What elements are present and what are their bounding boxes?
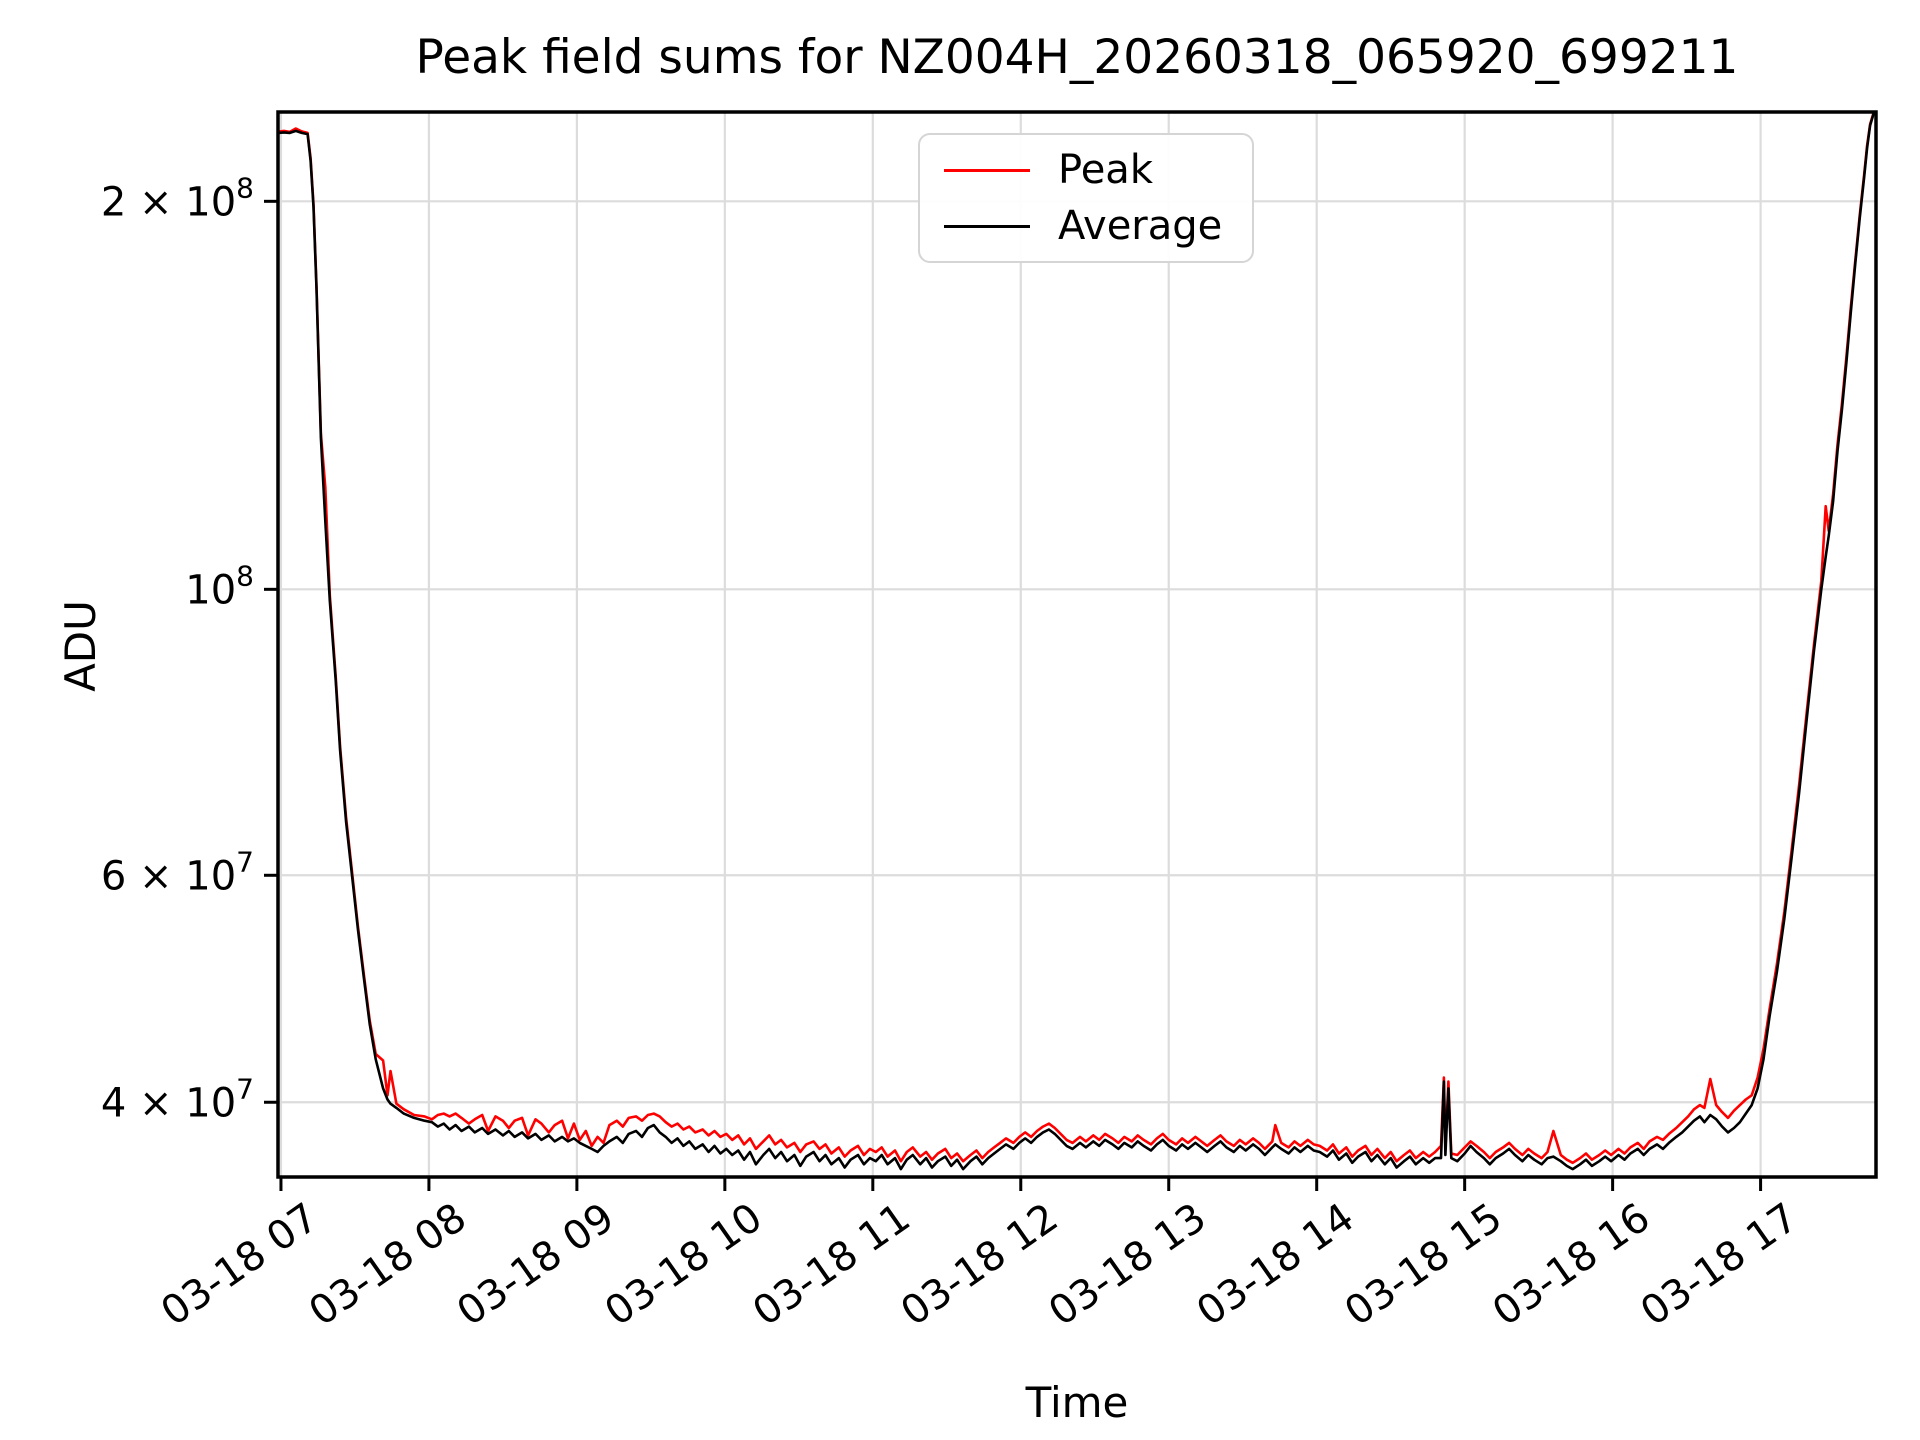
x-tick-label: 03-18 07	[153, 1195, 327, 1336]
x-tick-label: 03-18 15	[1337, 1195, 1511, 1336]
x-tick-label: 03-18 12	[893, 1195, 1067, 1336]
x-tick-label: 03-18 09	[449, 1195, 623, 1336]
legend-line-swatch	[944, 168, 1030, 172]
gridlines	[278, 112, 1876, 1177]
y-tick-label: 108	[185, 559, 254, 613]
chart-title: Peak field sums for NZ004H_20260318_0659…	[415, 30, 1739, 85]
legend-label: Peak	[1058, 147, 1153, 193]
legend-label: Average	[1058, 203, 1223, 249]
axes-spines	[276, 110, 1878, 1179]
series-line-average	[278, 112, 1876, 1171]
legend-entry-peak: Peak	[944, 148, 1228, 192]
legend-box: Peak Average	[918, 133, 1254, 263]
x-tick-label: 03-18 16	[1485, 1195, 1659, 1336]
y-tick-label: 2 × 108	[101, 171, 254, 225]
x-tick-label: 03-18 13	[1041, 1195, 1215, 1336]
x-tick-label: 03-18 08	[301, 1195, 475, 1336]
series-line-peak	[278, 112, 1876, 1165]
y-axis: 2 × 108 108 6 × 107 4 × 107	[101, 171, 278, 1126]
series-group	[278, 112, 1876, 1171]
x-tick-label: 03-18 11	[745, 1195, 919, 1336]
x-tick-label: 03-18 17	[1633, 1195, 1807, 1336]
y-axis-label: ADU	[56, 600, 105, 692]
x-tick-label: 03-18 10	[597, 1195, 771, 1336]
y-tick-label: 4 × 107	[101, 1072, 254, 1126]
x-axis-label: Time	[1025, 1378, 1129, 1427]
legend-line-swatch	[944, 224, 1030, 228]
legend-entry-average: Average	[944, 204, 1228, 248]
x-tick-label: 03-18 14	[1189, 1195, 1363, 1336]
y-tick-label: 6 × 107	[101, 845, 254, 899]
